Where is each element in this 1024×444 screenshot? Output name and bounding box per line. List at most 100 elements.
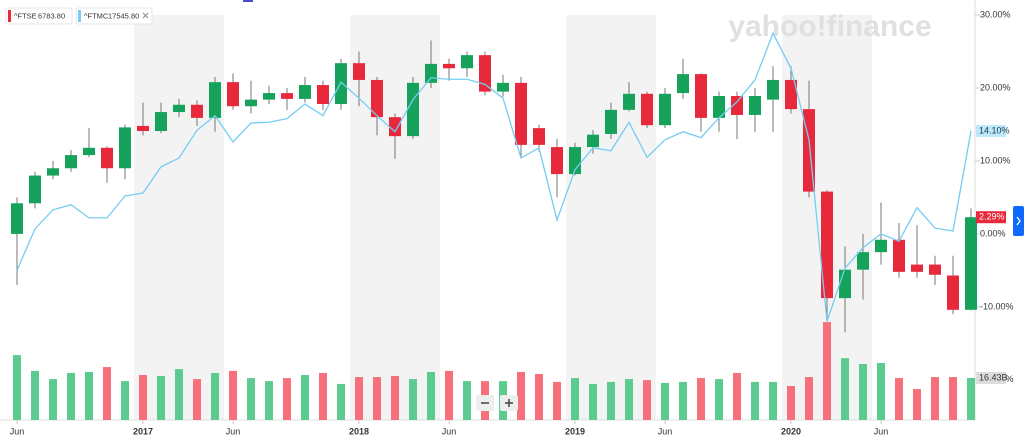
candle-body <box>569 147 581 175</box>
volume-bar <box>121 381 129 420</box>
band <box>566 15 656 420</box>
legend-item[interactable] <box>5 7 73 25</box>
candle-body <box>893 239 905 272</box>
volume-bar <box>31 370 39 420</box>
candle-body <box>713 96 725 118</box>
candle-body <box>101 147 113 169</box>
volume-bar <box>571 378 579 420</box>
candle-body <box>533 128 545 145</box>
x-tick-label: Jun <box>874 426 889 436</box>
top-marker <box>243 0 253 2</box>
candle-body <box>425 63 437 83</box>
volume-bar <box>787 385 795 420</box>
volume-bar <box>247 378 255 420</box>
volume-bar <box>211 372 219 420</box>
volume-bar <box>877 362 885 420</box>
candle-body <box>695 74 707 118</box>
volume-bar <box>733 372 741 420</box>
candle-body <box>227 82 239 107</box>
volume-bar <box>517 371 525 420</box>
candle-body <box>155 112 167 132</box>
volume-bar <box>319 372 327 420</box>
side-tab <box>1013 206 1024 236</box>
candle-body <box>551 147 563 175</box>
volume-bar <box>373 377 381 420</box>
candle-body <box>497 82 509 92</box>
x-tick-label: Jun <box>658 426 673 436</box>
candle-body <box>785 79 797 110</box>
volume-bar <box>895 378 903 420</box>
candle-body <box>587 134 599 148</box>
volume-bar <box>391 376 399 420</box>
x-tick-label: Jun <box>442 426 457 436</box>
legend-name: ^FTMC <box>84 11 109 20</box>
volume-bar <box>715 379 723 420</box>
candle-body <box>245 99 257 107</box>
candle-body <box>929 264 941 275</box>
candle-body <box>461 55 473 69</box>
x-tick-label: 2019 <box>565 426 585 436</box>
legend-item[interactable] <box>75 7 153 25</box>
candle-body <box>641 93 653 126</box>
candle-body <box>353 63 365 80</box>
volume-bar <box>805 377 813 420</box>
candle-body <box>965 217 977 310</box>
legend-name: ^FTSE <box>14 11 37 20</box>
volume-bar <box>175 369 183 420</box>
legend-close <box>142 12 149 19</box>
y-tick-label: 20.00% <box>980 82 1011 92</box>
volume-bar <box>67 372 75 420</box>
volume-bar <box>769 381 777 420</box>
legend-quote: 6783.80 <box>38 11 65 20</box>
volume-bar <box>661 382 669 420</box>
volume-bar <box>553 381 561 420</box>
candle-body <box>65 155 77 169</box>
legend-swatch <box>78 10 81 22</box>
volume-bar <box>445 370 453 420</box>
x-tick-label: 2020 <box>781 426 801 436</box>
value-badge-label: 16.43B <box>979 372 1008 382</box>
volume-bar <box>157 376 165 420</box>
candle-body <box>389 117 401 137</box>
candle-body <box>659 93 671 126</box>
candle-body <box>479 55 491 92</box>
candle-body <box>299 85 311 99</box>
watermark: yahoo!finance <box>728 10 931 43</box>
value-badge <box>976 125 1006 138</box>
x-tick-label: Jun <box>226 426 241 436</box>
candle-body <box>911 264 923 272</box>
candle-body <box>407 82 419 137</box>
candle-body <box>515 82 527 145</box>
candle-body <box>443 63 455 69</box>
candle-body <box>119 127 131 169</box>
volume-bar <box>751 381 759 420</box>
candle-body <box>29 175 41 204</box>
volume-bar <box>409 379 417 420</box>
volume-bar <box>697 378 705 420</box>
candle-body <box>173 104 185 113</box>
candle-body <box>821 191 833 299</box>
candle-body <box>335 63 347 105</box>
candle-body <box>281 93 293 99</box>
volume-bar <box>823 322 831 420</box>
candle-body <box>137 125 149 132</box>
candle-body <box>947 275 959 310</box>
volume-bar <box>931 377 939 420</box>
candle-body <box>875 239 887 253</box>
volume-bar <box>427 371 435 420</box>
legend-quote: 17545.80 <box>108 11 139 20</box>
volume-bar <box>193 379 201 420</box>
volume-bar <box>265 381 273 420</box>
candle-body <box>623 93 635 110</box>
candle-body <box>371 79 383 118</box>
volume-bar <box>625 379 633 420</box>
band <box>134 15 224 420</box>
x-tick-label: 2017 <box>133 426 153 436</box>
candle-body <box>317 85 329 105</box>
y-tick-label: 0.00% <box>980 228 1006 238</box>
volume-bar <box>85 371 93 420</box>
volume-bar <box>13 355 21 420</box>
volume-bar <box>967 377 975 420</box>
zoom-in-icon <box>505 399 513 407</box>
volume-bar <box>463 381 471 420</box>
